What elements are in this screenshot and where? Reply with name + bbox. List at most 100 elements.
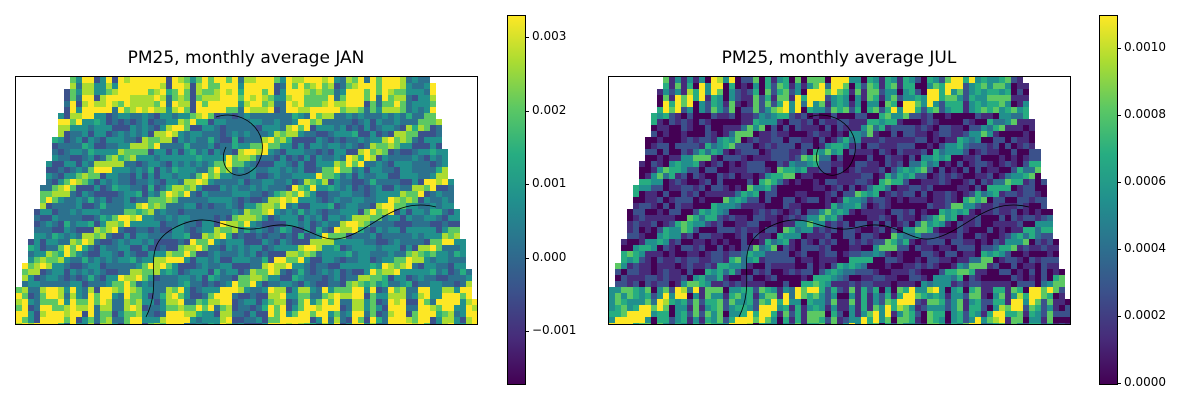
heatmap-cell <box>1035 239 1041 245</box>
heatmap-cell <box>729 113 735 119</box>
heatmap-cell <box>993 125 999 131</box>
heatmap-cell <box>1047 209 1053 215</box>
heatmap-cell <box>238 95 244 101</box>
heatmap-cell <box>52 227 58 233</box>
heatmap-cell <box>190 203 196 209</box>
heatmap-cell <box>22 317 28 323</box>
heatmap-cell <box>981 185 987 191</box>
heatmap-cell <box>981 197 987 203</box>
heatmap-cell <box>831 77 837 83</box>
heatmap-cell <box>160 299 166 305</box>
heatmap-cell <box>1029 173 1035 179</box>
heatmap-cell <box>454 227 460 233</box>
heatmap-cell <box>963 161 969 167</box>
heatmap-cell <box>741 221 747 227</box>
heatmap-cell <box>795 179 801 185</box>
heatmap-cell <box>376 227 382 233</box>
heatmap-cell <box>975 101 981 107</box>
heatmap-cell <box>88 113 94 119</box>
heatmap-cell <box>226 305 232 311</box>
heatmap-cell <box>675 161 681 167</box>
heatmap-cell <box>897 119 903 125</box>
heatmap-cell <box>705 239 711 245</box>
heatmap-cell <box>136 191 142 197</box>
heatmap-cell <box>807 95 813 101</box>
heatmap-cell <box>645 227 651 233</box>
heatmap-cell <box>915 227 921 233</box>
heatmap-cell <box>388 299 394 305</box>
heatmap-cell <box>166 131 172 137</box>
heatmap-cell <box>148 323 154 324</box>
heatmap-cell <box>921 221 927 227</box>
heatmap-cell <box>669 113 675 119</box>
heatmap-cell <box>657 125 663 131</box>
heatmap-cell <box>106 203 112 209</box>
heatmap-cell <box>352 299 358 305</box>
heatmap-cell <box>172 89 178 95</box>
heatmap-cell <box>843 245 849 251</box>
heatmap-cell <box>448 245 454 251</box>
heatmap-cell <box>376 299 382 305</box>
heatmap-cell <box>346 305 352 311</box>
heatmap-cell <box>238 281 244 287</box>
heatmap-cell <box>52 149 58 155</box>
heatmap-cell <box>747 95 753 101</box>
heatmap-cell <box>322 305 328 311</box>
heatmap-cell <box>813 131 819 137</box>
heatmap-cell <box>675 179 681 185</box>
heatmap-cell <box>340 305 346 311</box>
heatmap-cell <box>118 239 124 245</box>
heatmap-cell <box>346 131 352 137</box>
heatmap-cell <box>340 125 346 131</box>
heatmap-cell <box>274 167 280 173</box>
heatmap-cell <box>94 77 100 83</box>
heatmap-cell <box>879 125 885 131</box>
heatmap-cell <box>406 263 412 269</box>
heatmap-cell <box>759 83 765 89</box>
heatmap-cell <box>1023 227 1029 233</box>
heatmap-cell <box>316 203 322 209</box>
heatmap-cell <box>430 155 436 161</box>
heatmap-cell <box>406 317 412 323</box>
heatmap-cell <box>196 215 202 221</box>
heatmap-cell <box>711 257 717 263</box>
heatmap-cell <box>933 203 939 209</box>
heatmap-cell <box>424 281 430 287</box>
heatmap-cell <box>94 95 100 101</box>
heatmap-cell <box>855 257 861 263</box>
heatmap-cell <box>298 251 304 257</box>
heatmap-cell <box>376 125 382 131</box>
heatmap-cell <box>681 191 687 197</box>
heatmap-cell <box>675 185 681 191</box>
heatmap-cell <box>316 149 322 155</box>
heatmap-cell <box>723 149 729 155</box>
heatmap-cell <box>238 167 244 173</box>
heatmap-cell <box>723 179 729 185</box>
heatmap-cell <box>436 323 442 324</box>
heatmap-cell <box>40 221 46 227</box>
heatmap-cell <box>262 137 268 143</box>
heatmap-cell <box>699 251 705 257</box>
heatmap-cell <box>448 185 454 191</box>
heatmap-cell <box>753 239 759 245</box>
heatmap-cell <box>777 203 783 209</box>
heatmap-cell <box>837 191 843 197</box>
heatmap-cell <box>94 203 100 209</box>
heatmap-cell <box>364 287 370 293</box>
heatmap-cell <box>945 209 951 215</box>
heatmap-cell <box>1035 245 1041 251</box>
heatmap-cell <box>867 203 873 209</box>
heatmap-cell <box>160 257 166 263</box>
heatmap-cell <box>873 203 879 209</box>
heatmap-cell <box>142 311 148 317</box>
heatmap-cell <box>909 185 915 191</box>
heatmap-cell <box>214 95 220 101</box>
heatmap-cell <box>112 275 118 281</box>
heatmap-cell <box>334 257 340 263</box>
heatmap-cell <box>340 161 346 167</box>
heatmap-cell <box>915 215 921 221</box>
heatmap-cell <box>849 191 855 197</box>
heatmap-cell <box>885 95 891 101</box>
heatmap-cell <box>154 317 160 323</box>
heatmap-cell <box>172 221 178 227</box>
